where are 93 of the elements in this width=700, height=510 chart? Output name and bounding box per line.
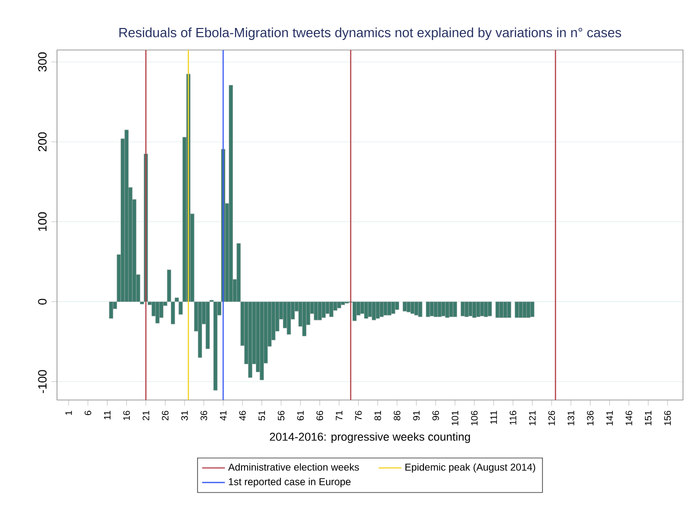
bar: [340, 302, 346, 306]
x-tick-label: 26: [162, 410, 168, 420]
legend-label: Epidemic peak (August 2014): [405, 463, 536, 473]
bar: [314, 302, 318, 320]
x-tick-label: 156: [664, 410, 671, 426]
x-tick-label: 61: [297, 410, 304, 420]
x-tick-label: 76: [355, 410, 362, 420]
x-tick-label: 136: [586, 410, 594, 426]
bar: [391, 302, 396, 314]
x-tick-label: 11: [104, 410, 110, 420]
x-tick-label: 111: [490, 410, 497, 424]
bar: [507, 302, 512, 318]
x-tick-label: 141: [606, 410, 613, 426]
y-tick-label: 100: [38, 212, 47, 231]
bar: [228, 85, 233, 302]
bar: [526, 302, 530, 318]
bar: [418, 302, 422, 318]
x-tick-label: 21: [142, 410, 150, 420]
x-tick-label: 131: [568, 410, 574, 426]
y-tick-label: 200: [38, 132, 47, 152]
x-axis-title: 2014-2016: progressive weeks counting: [270, 432, 470, 443]
x-tick-label: 106: [471, 410, 478, 426]
x-tick-label: 91: [413, 410, 420, 420]
bar: [248, 302, 252, 378]
x-tick-label: 1: [65, 410, 72, 415]
x-tick-label: 116: [510, 410, 516, 425]
bar: [372, 302, 376, 320]
bar: [434, 302, 438, 318]
x-tick-label: 41: [220, 410, 226, 421]
y-tick-label: 300: [38, 52, 47, 72]
legend-label: Administrative election weeks: [228, 463, 359, 471]
bar: [426, 302, 430, 318]
bar: [452, 302, 458, 318]
bar: [318, 302, 322, 320]
x-tick-label: 16: [123, 410, 130, 420]
bar: [109, 302, 114, 319]
bar: [406, 302, 411, 312]
x-tick-label: 66: [316, 410, 324, 420]
x-tick-label: 56: [278, 410, 284, 420]
x-tick-label: 51: [258, 410, 266, 420]
bar: [499, 302, 504, 318]
bar: [206, 302, 210, 349]
bar: [376, 302, 380, 319]
bar: [198, 302, 202, 358]
x-tick-label: 126: [548, 410, 555, 426]
x-tick-label: 101: [452, 410, 458, 426]
x-tick-label: 86: [394, 410, 400, 420]
x-tick-label: 36: [200, 410, 208, 420]
bar: [329, 302, 334, 318]
bar: [518, 302, 523, 318]
bar: [213, 302, 218, 391]
x-tick-label: 46: [239, 410, 246, 421]
x-tick-label: 146: [626, 410, 632, 426]
bar: [383, 302, 388, 316]
bar: [402, 302, 407, 312]
bar: [387, 302, 392, 316]
bar: [530, 302, 534, 318]
bar: [155, 302, 160, 324]
bar: [468, 302, 473, 316]
x-tick-label: 96: [432, 410, 439, 420]
chart-title: Residuals of Ebola-Migration tweets dynamics not explained by variations in n° cases: [119, 28, 622, 40]
x-tick-label: 121: [529, 410, 536, 426]
bar: [260, 302, 264, 380]
bar: [414, 302, 418, 316]
bar: [503, 302, 508, 318]
bar: [449, 302, 454, 318]
y-tick-label: -100: [38, 370, 47, 394]
legend-label: 1st reported case in Europe: [228, 478, 351, 488]
x-tick-label: 81: [374, 410, 382, 420]
bar: [286, 302, 291, 335]
bar: [368, 302, 372, 318]
bar: [302, 302, 306, 336]
bar: [441, 302, 446, 316]
bar: [472, 302, 476, 318]
x-tick-label: 31: [181, 410, 188, 420]
bar: [445, 302, 450, 318]
bar: [460, 302, 465, 316]
bar: [476, 302, 480, 318]
bar: [352, 302, 357, 322]
x-tick-label: 151: [644, 410, 652, 426]
x-tick-label: 71: [336, 410, 342, 420]
bar: [514, 302, 519, 318]
bar: [325, 302, 330, 314]
bar: [484, 302, 488, 318]
bar: [394, 302, 400, 310]
bar: [430, 302, 434, 316]
bar: [337, 302, 342, 308]
bar: [364, 302, 368, 319]
bar: [488, 302, 492, 316]
x-tick-label: 6: [84, 410, 92, 416]
bar: [322, 302, 326, 318]
y-tick-label: 0: [38, 298, 47, 305]
bar: [124, 130, 129, 302]
